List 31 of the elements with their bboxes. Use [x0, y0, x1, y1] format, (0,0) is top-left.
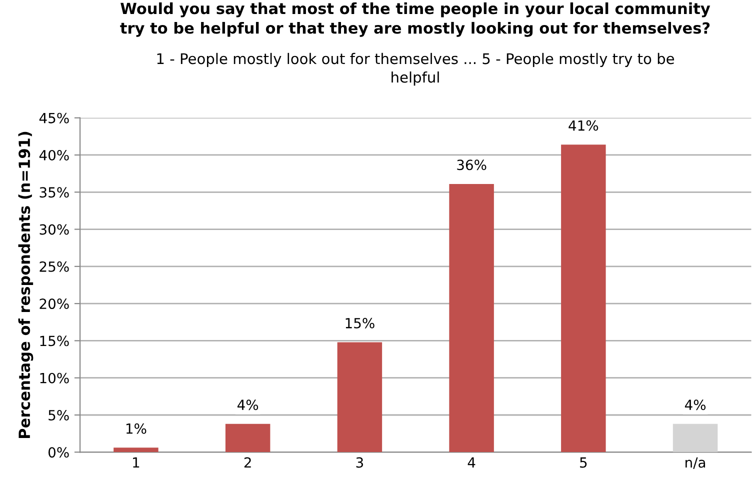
data-label: 4% [237, 400, 258, 410]
x-tick-label: 5 [580, 457, 587, 468]
x-tick-label: 4 [468, 457, 476, 468]
y-tick-label: 15% [40, 336, 69, 346]
x-tick-label: 3 [356, 457, 363, 468]
y-tick-label: 45% [39, 112, 69, 124]
x-tick-label: 2 [244, 457, 251, 468]
data-label: 1% [126, 423, 146, 434]
bar [337, 342, 382, 452]
data-label: 36% [457, 160, 486, 170]
x-tick-label: n/a [686, 457, 706, 469]
bar [672, 424, 718, 452]
y-axis-title: Percentage of respondents (n=191) [18, 132, 34, 438]
data-label: 15% [346, 318, 374, 328]
chart-subtitle: 1 - People mostly look out for themselves ... 5 - People mostly try to be helpful [157, 52, 674, 86]
y-tick-label: 30% [40, 224, 69, 235]
data-label: 41% [568, 120, 598, 131]
y-tick-label: 20% [40, 298, 69, 310]
y-tick-label: 40% [39, 150, 69, 160]
bar [225, 424, 270, 452]
y-tick-label: 5% [48, 410, 69, 420]
data-label: 4% [684, 400, 706, 410]
y-tick-label: 0% [48, 447, 69, 458]
bar [449, 184, 494, 452]
chart-title: Would you say that most of the time people in your local community try to be helpful or that they are mostly looking out for themselves? [120, 2, 710, 37]
x-tick-label: 1 [133, 457, 140, 468]
y-tick-label: 10% [40, 372, 69, 384]
bar [114, 448, 158, 452]
y-tick-label: 25% [40, 261, 69, 272]
bar [561, 144, 606, 452]
y-tick-label: 35% [40, 187, 69, 198]
